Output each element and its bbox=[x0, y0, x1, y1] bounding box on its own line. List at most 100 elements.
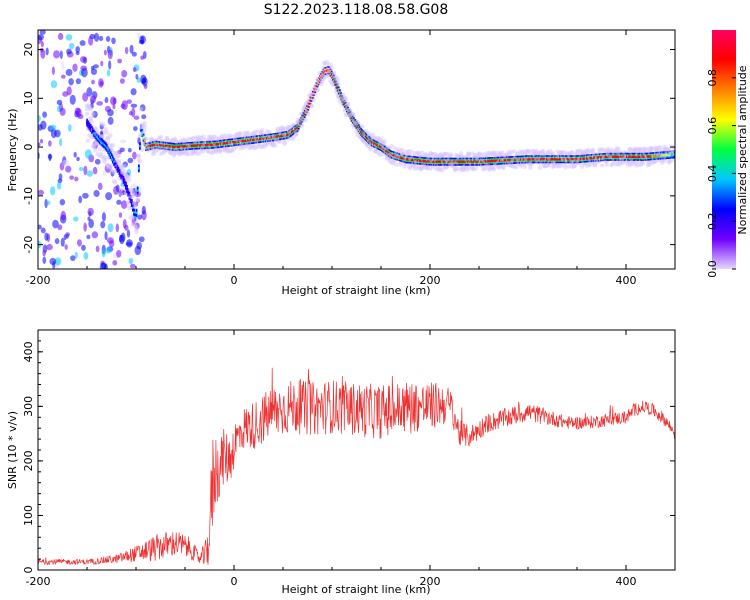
spectrogram-halo-cell bbox=[135, 197, 140, 203]
spectrogram-halo-cell bbox=[359, 124, 365, 129]
spectrogram-halo-cell bbox=[127, 177, 132, 183]
spectrogram-ridge-cell bbox=[498, 159, 501, 162]
spectrogram-noise-cell bbox=[130, 103, 138, 108]
colorbar-ticks: 0.0 0.2 0.4 0.6 0.8 bbox=[706, 69, 736, 278]
spectrogram-halo-cell bbox=[439, 167, 445, 173]
spectrogram-noise-cell bbox=[143, 84, 148, 89]
spectrogram-noise-cell bbox=[107, 49, 113, 60]
spectrogram-ridge-cell bbox=[490, 159, 493, 163]
spectrogram-halo-cell bbox=[474, 165, 479, 171]
spectrogram-noise-cell bbox=[60, 210, 66, 221]
spectrogram-noise-cell bbox=[88, 218, 94, 229]
spectrogram-noise-cell bbox=[91, 79, 95, 85]
spectrogram-ridge-cell bbox=[480, 160, 482, 163]
spectrogram-ridge-cell bbox=[631, 155, 634, 159]
spectrogram-ridge-cell bbox=[252, 138, 254, 142]
spectrogram-ridge-cell bbox=[376, 144, 379, 147]
spectrogram-noise-cell bbox=[67, 124, 72, 132]
spectrogram-noise-cell bbox=[97, 182, 103, 191]
spectrogram-noise-cell bbox=[117, 58, 123, 64]
spectrogram-halo-cell bbox=[158, 134, 164, 140]
spectrogram-halo-cell bbox=[108, 133, 113, 138]
spectrogram-halo-cell bbox=[104, 130, 110, 135]
spectrogram-ridge-cell bbox=[242, 139, 245, 143]
spectrogram-ridge-cell bbox=[551, 158, 554, 161]
spectrogram-noise-cell bbox=[65, 68, 73, 77]
spectrogram-noise-cell bbox=[131, 51, 137, 57]
spectrogram-noise-cell bbox=[57, 224, 63, 231]
spectrogram-ridge-cell bbox=[494, 159, 497, 163]
spectrogram-ridge-cell bbox=[401, 156, 404, 160]
spectrogram-ridge-cell bbox=[589, 156, 592, 160]
spectrogram-ridge-cell bbox=[594, 156, 597, 159]
spectrogram-ridge-cell bbox=[460, 160, 462, 163]
spectrogram-halo-cell bbox=[88, 107, 93, 112]
spectrogram-ridge-cell bbox=[334, 80, 337, 83]
spectrogram-ridge-cell bbox=[625, 155, 628, 159]
spectrogram-ridge-cell bbox=[470, 160, 473, 163]
spectrogram-noise-cell bbox=[115, 223, 120, 233]
spectrogram-ridge-cell bbox=[402, 157, 405, 160]
spectrogram-ridge-cell bbox=[653, 154, 655, 158]
spectrogram-ridge-cell bbox=[406, 158, 408, 161]
spectrogram-noise-cell bbox=[81, 244, 86, 251]
spectrogram-halo-cell bbox=[311, 98, 317, 103]
spectrogram-ridge-cell bbox=[295, 127, 298, 130]
spectrogram-halo-cell bbox=[118, 191, 124, 197]
spectrogram-ridge-cell bbox=[123, 181, 126, 184]
spectrogram-noise-cell bbox=[80, 56, 87, 63]
spectrogram-halo-cell bbox=[282, 140, 287, 145]
spectrogram-halo-cell bbox=[272, 143, 278, 148]
spectrogram-ridge-cell bbox=[488, 159, 491, 163]
spectrogram-ridge-cell bbox=[120, 174, 123, 177]
spectrogram-x-tick-label: 0 bbox=[231, 274, 238, 287]
spectrogram-halo-cell bbox=[127, 174, 132, 179]
spectrogram-halo-cell bbox=[110, 143, 116, 148]
spectrogram-ridge-cell bbox=[475, 160, 478, 163]
spectrogram-noise-cell bbox=[69, 94, 76, 105]
spectrogram-ridge-cell bbox=[393, 154, 395, 157]
spectrogram-ridge-cell bbox=[628, 155, 631, 159]
spectrogram-ridge-cell bbox=[529, 158, 532, 161]
spectrogram-halo-cell bbox=[394, 162, 399, 167]
spectrogram-ridge-cell bbox=[410, 158, 413, 162]
spectrogram-ridge-cell bbox=[133, 211, 136, 214]
spectrogram-y-tick-label: -10 bbox=[22, 187, 35, 205]
spectrogram-ridge-cell bbox=[322, 71, 325, 75]
spectrogram-ridge-cell bbox=[229, 141, 232, 144]
spectrogram-noise-cell bbox=[68, 42, 75, 50]
spectrogram-noise-cell bbox=[91, 231, 99, 239]
spectrogram-ridge-cell bbox=[150, 144, 153, 147]
spectrogram-ridge-cell bbox=[135, 211, 138, 215]
spectrogram-noise-cell bbox=[39, 30, 46, 35]
spectrogram-ridge-cell bbox=[453, 160, 455, 163]
spectrogram-ridge-cell bbox=[428, 160, 431, 163]
spectrogram-noise-cell bbox=[93, 64, 99, 69]
spectrogram-noise-cell bbox=[112, 104, 116, 110]
spectrogram-ridge-cell bbox=[281, 134, 284, 138]
spectrogram-ridge-cell bbox=[427, 160, 430, 163]
spectrogram-ridge-cell bbox=[182, 145, 185, 148]
spectrogram-halo-cell bbox=[142, 124, 147, 129]
spectrogram-noise-cell bbox=[74, 251, 78, 259]
spectrogram-ridge-cell bbox=[168, 145, 171, 148]
spectrogram-ridge-cell bbox=[280, 134, 283, 138]
spectrogram-noise-cell bbox=[120, 103, 126, 109]
spectrogram-ridge-cell bbox=[386, 150, 388, 153]
spectrogram-ridge-cell bbox=[112, 158, 114, 161]
spectrogram-ridge-cell bbox=[533, 158, 535, 161]
spectrogram-ridge-cell bbox=[366, 136, 368, 140]
spectrogram-noise-cell bbox=[68, 78, 74, 86]
spectrogram-halo-cell bbox=[563, 165, 568, 170]
spectrogram-ridge-cell bbox=[507, 159, 510, 162]
spectrogram-halo-cell bbox=[356, 121, 361, 127]
spectrogram-noise-cell bbox=[79, 40, 86, 46]
spectrogram-ridge-cell bbox=[217, 142, 220, 146]
spectrogram-ridge-cell bbox=[379, 145, 381, 148]
spectrogram-halo-cell bbox=[131, 192, 137, 198]
spectrogram-ridge-cell bbox=[495, 159, 498, 163]
spectrogram-halo-cell bbox=[185, 151, 191, 157]
spectrogram-halo-cell bbox=[122, 164, 127, 169]
